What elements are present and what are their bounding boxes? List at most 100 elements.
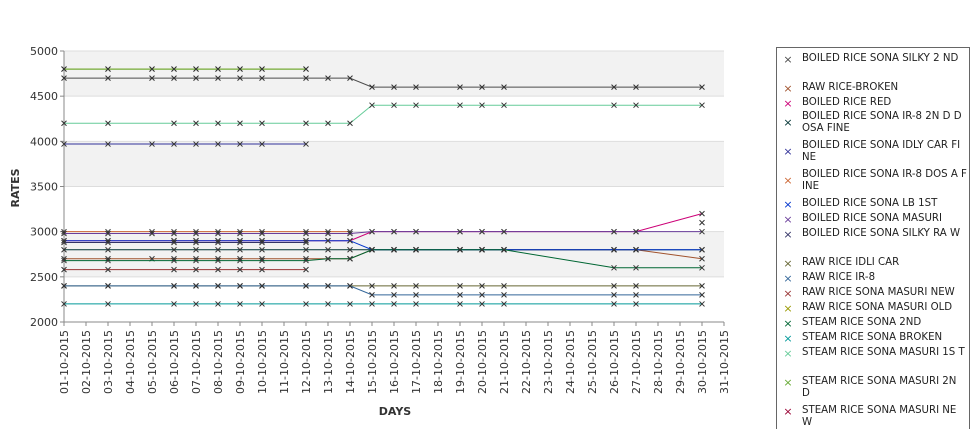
data-point xyxy=(633,84,639,90)
data-point xyxy=(259,246,265,253)
x-tick-label: 25-10-2015 xyxy=(586,330,599,394)
legend-label: STEAM RICE SONA BROKEN xyxy=(802,332,943,343)
data-point xyxy=(171,141,177,147)
grid-band xyxy=(64,51,724,97)
data-point xyxy=(303,75,309,81)
legend-marker-icon: × xyxy=(783,213,793,226)
data-point xyxy=(61,283,67,289)
data-point xyxy=(237,141,243,147)
data-point xyxy=(413,246,419,253)
legend-marker-icon: × xyxy=(783,287,793,300)
data-point xyxy=(171,266,177,273)
data-point xyxy=(699,301,705,307)
data-point xyxy=(457,292,463,298)
data-point xyxy=(171,120,177,127)
x-tick-label: 28-10-2015 xyxy=(652,330,665,394)
data-point xyxy=(105,120,111,127)
data-point xyxy=(347,283,353,289)
legend-label: BOILED RICE SONA SILKY 2 ND xyxy=(802,53,959,64)
data-point xyxy=(303,239,309,246)
data-point xyxy=(215,66,221,72)
data-point xyxy=(193,141,199,147)
data-point xyxy=(193,266,199,273)
data-point xyxy=(215,246,221,253)
data-point xyxy=(457,246,463,253)
data-point xyxy=(237,120,243,127)
data-point xyxy=(237,283,243,289)
y-tick-label: 3000 xyxy=(30,226,58,239)
legend-label: STEAM RICE SONA MASURI 2N D xyxy=(802,376,957,399)
series-4 xyxy=(61,141,309,147)
data-point xyxy=(61,266,67,273)
data-point xyxy=(325,246,331,253)
data-point xyxy=(149,141,155,147)
legend-label: RAW RICE SONA MASURI NEW xyxy=(802,287,955,298)
x-tick-label: 26-10-2015 xyxy=(608,330,621,394)
data-point xyxy=(391,301,397,307)
data-point xyxy=(369,102,375,109)
data-point xyxy=(391,84,397,90)
data-point xyxy=(193,66,199,72)
data-point xyxy=(699,283,705,289)
data-point xyxy=(479,283,485,289)
series-line xyxy=(64,77,702,88)
y-tick-label: 5000 xyxy=(30,45,58,58)
grid-band xyxy=(64,141,724,187)
series-15 xyxy=(61,102,705,127)
data-point xyxy=(369,84,375,90)
data-point xyxy=(193,257,199,264)
data-point xyxy=(237,239,243,246)
data-point xyxy=(303,120,309,127)
legend-label: RAW RICE-BROKEN xyxy=(802,82,899,93)
data-point xyxy=(61,120,67,127)
legend-marker-icon: × xyxy=(783,405,793,418)
data-point xyxy=(611,301,617,307)
data-point xyxy=(479,228,485,235)
data-point xyxy=(611,264,617,271)
data-point xyxy=(303,266,309,273)
data-point xyxy=(259,120,265,127)
data-point xyxy=(369,283,375,289)
data-point xyxy=(391,292,397,298)
data-point xyxy=(303,66,309,72)
data-point xyxy=(215,283,221,289)
data-point xyxy=(171,283,177,289)
data-point xyxy=(259,283,265,289)
data-point xyxy=(259,75,265,81)
x-axis-label: DAYS xyxy=(379,405,412,418)
series-7 xyxy=(61,228,705,237)
y-tick-label: 2000 xyxy=(30,316,58,329)
series-8 xyxy=(61,239,309,246)
y-tick-label: 2500 xyxy=(30,271,58,284)
data-point xyxy=(259,66,265,72)
plot-background xyxy=(63,50,724,323)
series-16 xyxy=(61,66,309,72)
data-point xyxy=(215,257,221,264)
data-point xyxy=(633,102,639,109)
series-5 xyxy=(61,228,353,235)
x-tick-label: 18-10-2015 xyxy=(432,330,445,394)
data-point xyxy=(347,120,353,127)
data-point xyxy=(633,228,639,235)
data-point xyxy=(61,66,67,72)
data-point xyxy=(369,246,375,253)
x-tick-label: 15-10-2015 xyxy=(366,330,379,394)
data-point xyxy=(633,292,639,298)
data-point xyxy=(193,239,199,246)
data-point xyxy=(699,292,705,298)
data-point xyxy=(501,283,507,289)
data-point xyxy=(171,239,177,246)
data-point xyxy=(259,257,265,264)
data-point xyxy=(237,301,243,307)
legend-label: BOILED RICE SONA IDLY CAR FINE xyxy=(802,140,961,163)
data-point xyxy=(237,66,243,72)
x-tick-label: 14-10-2015 xyxy=(344,330,357,394)
data-point xyxy=(237,75,243,81)
x-tick-label: 17-10-2015 xyxy=(410,330,423,394)
series-layer xyxy=(61,66,705,307)
x-tick-label: 21-10-2015 xyxy=(498,330,511,394)
data-point xyxy=(347,230,353,237)
legend-label: BOILED RICE SONA IR-8 2N D DOSA FINE xyxy=(802,111,962,134)
legend-marker-icon: × xyxy=(783,302,793,315)
data-point xyxy=(215,266,221,273)
